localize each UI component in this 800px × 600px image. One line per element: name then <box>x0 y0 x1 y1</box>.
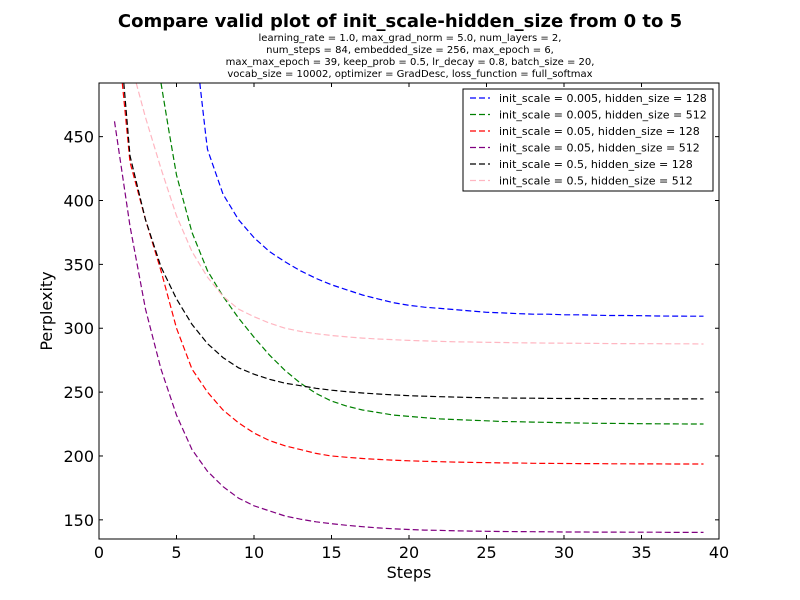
series-line <box>121 83 704 465</box>
x-tick-label: 30 <box>554 543 574 562</box>
x-tick-label: 0 <box>94 543 104 562</box>
x-tick-label: 25 <box>476 543 496 562</box>
subtitle-line: vocab_size = 10002, optimizer = GradDesc… <box>227 69 592 80</box>
axes-frame <box>98 82 720 540</box>
subtitle-line: max_max_epoch = 39, keep_prob = 0.5, lr_… <box>226 57 595 68</box>
y-tick-label: 150 <box>63 511 94 530</box>
series-line <box>135 83 704 345</box>
axis-ticks: 0 5 10 15 20 25 30 35 40 150 200 250 300 350 400 450 <box>63 83 729 562</box>
x-tick-label: 20 <box>399 543 419 562</box>
x-tick-label: 5 <box>171 543 181 562</box>
y-tick-label: 450 <box>63 128 94 147</box>
x-tick-label: 15 <box>321 543 341 562</box>
series-group <box>113 83 704 534</box>
y-axis-label: Perplexity <box>37 271 56 350</box>
x-axis-label: Steps <box>387 563 432 582</box>
legend-label: init_scale = 0.005, hidden_size = 512 <box>499 109 707 122</box>
subtitle-line: num_steps = 84, embedded_size = 256, max… <box>266 45 554 56</box>
series-line <box>199 83 704 317</box>
legend-label: init_scale = 0.05, hidden_size = 128 <box>499 125 700 138</box>
series-line <box>113 121 704 534</box>
legend-label: init_scale = 0.5, hidden_size = 128 <box>499 158 693 171</box>
legend-box <box>462 88 714 192</box>
x-tick-label: 40 <box>709 543 729 562</box>
series-line <box>160 83 704 425</box>
chart-title: Compare valid plot of init_scale-hidden_… <box>118 11 682 32</box>
y-tick-label: 250 <box>63 383 94 402</box>
y-tick-label: 200 <box>63 447 94 466</box>
y-tick-label: 350 <box>63 255 94 274</box>
legend-label: init_scale = 0.5, hidden_size = 512 <box>499 175 693 188</box>
x-tick-label: 10 <box>244 543 264 562</box>
subtitle-line: learning_rate = 1.0, max_grad_norm = 5.0… <box>259 33 562 44</box>
x-tick-label: 35 <box>631 543 651 562</box>
series-line <box>123 83 704 400</box>
legend-label: init_scale = 0.005, hidden_size = 128 <box>499 92 707 105</box>
y-tick-label: 300 <box>63 319 94 338</box>
legend-label: init_scale = 0.05, hidden_size = 512 <box>499 142 700 155</box>
legend: init_scale = 0.005, hidden_size = 128 ini… <box>462 88 714 192</box>
y-tick-label: 400 <box>63 192 94 211</box>
chart-subtitle: learning_rate = 1.0, max_grad_norm = 5.0… <box>226 33 595 80</box>
